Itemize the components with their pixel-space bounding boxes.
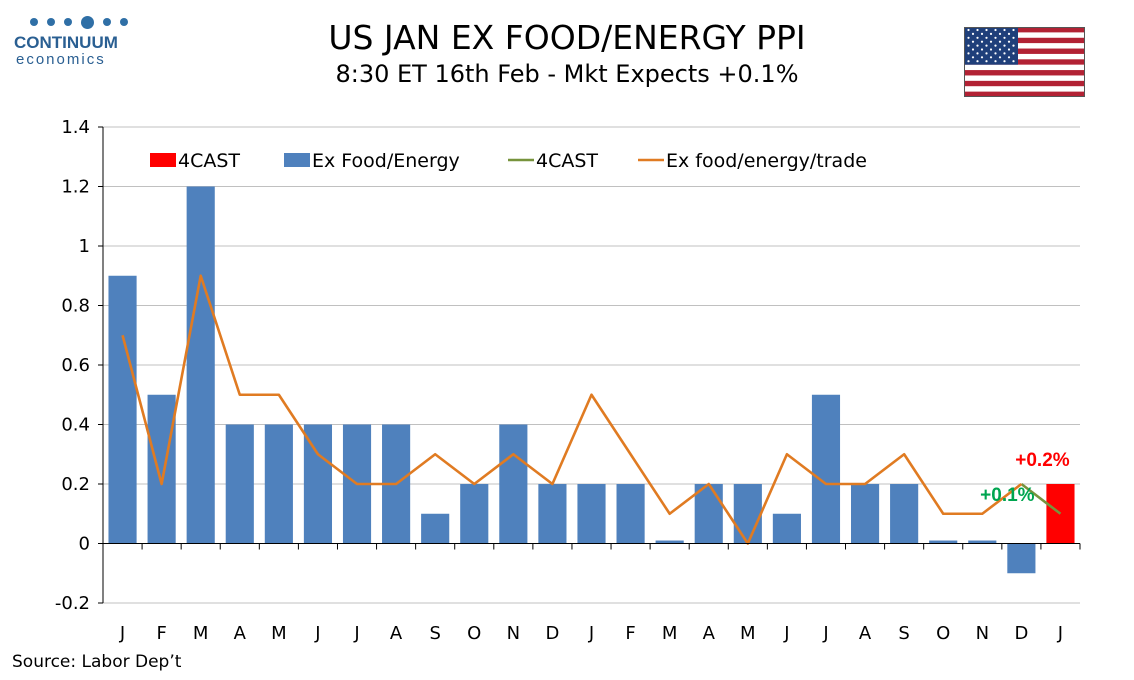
bar [186,186,215,544]
x-tick-label: J [783,623,789,644]
y-tick-label: -0.2 [55,593,90,614]
y-tick-label: 0.8 [61,296,90,317]
bar [929,540,958,544]
bar [460,484,489,544]
us-flag-icon [964,27,1085,97]
y-tick-label: 1.4 [61,117,90,138]
x-tick-label: S [429,623,440,644]
legend-label: 4CAST [178,150,240,172]
x-tick-label: S [898,623,909,644]
y-tick-label: 0.2 [61,474,90,495]
x-tick-label: J [1057,623,1063,644]
logo-dots-icon [30,14,132,30]
bar [577,484,606,544]
x-tick-label: D [545,623,559,644]
bar [538,484,567,544]
x-tick-label: D [1014,623,1028,644]
bar [147,394,176,544]
y-tick-label: 0 [79,534,90,555]
x-tick-label: M [193,623,209,644]
legend-label: Ex food/energy/trade [666,150,867,172]
x-tick-label: N [976,623,989,644]
bar [499,424,528,544]
x-tick-label: F [156,623,166,644]
chart-subtitle: 8:30 ET 16th Feb - Mkt Expects +0.1% [335,60,799,88]
source-note: Source: Labor Dep’t [12,652,182,672]
legend-swatch [150,153,176,167]
data-annotation: +0.1% [980,485,1035,506]
bar [694,484,723,544]
bar [264,424,293,544]
x-tick-label: J [353,623,359,644]
x-tick-label: A [703,623,716,644]
x-tick-label: N [507,623,520,644]
x-tick-label: J [119,623,125,644]
continuum-logo: CONTINUUM economics [12,14,132,76]
chart-title: US JAN EX FOOD/ENERGY PPI [328,18,806,57]
legend-swatch [284,153,310,167]
x-tick-label: M [740,623,756,644]
y-tick-label: 1 [79,236,90,257]
x-tick-label: J [588,623,594,644]
bar [421,513,450,544]
bar [811,394,841,544]
x-tick-label: J [314,623,320,644]
bar [733,484,762,544]
x-tick-label: A [234,623,247,644]
y-tick-label: 1.2 [61,177,90,198]
bar [1007,543,1036,574]
x-tick-label: F [625,623,635,644]
bar [850,484,880,544]
bar [616,484,645,544]
y-tick-label: 0.4 [61,415,90,436]
x-tick-label: O [467,623,481,644]
x-tick-label: A [390,623,403,644]
x-tick-label: O [936,623,950,644]
bar [772,513,801,544]
x-tick-label: M [271,623,287,644]
forecast-line [1020,482,1062,515]
y-tick-label: 0.6 [61,355,90,376]
series-line [121,274,1023,545]
logo-brand: CONTINUUM [14,33,118,52]
legend-label: 4CAST [536,150,598,172]
x-tick-label: A [859,623,872,644]
legend-label: Ex Food/Energy [312,150,460,172]
bar [890,484,919,544]
bar [108,275,137,544]
data-annotation: +0.2% [1015,450,1070,471]
bar [225,424,254,544]
bar [655,540,684,544]
x-tick-label: J [822,623,828,644]
bar [968,540,997,544]
bar [303,424,333,544]
x-tick-label: M [662,623,678,644]
logo-sub: economics [16,51,106,68]
